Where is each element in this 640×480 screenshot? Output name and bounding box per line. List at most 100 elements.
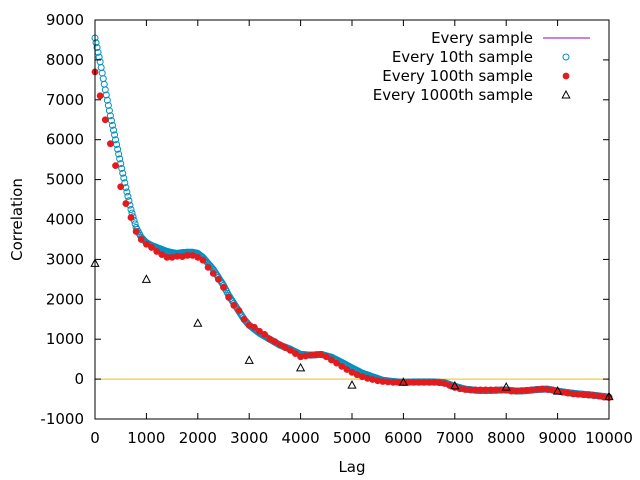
data-point: [250, 323, 258, 331]
data-point: [103, 96, 111, 104]
x-tick-label: 10000: [585, 429, 633, 447]
data-point: [322, 353, 330, 361]
legend-label: Every sample: [431, 29, 533, 47]
data-point: [118, 164, 126, 172]
data-point: [518, 387, 526, 395]
data-point: [184, 252, 191, 259]
data-point: [124, 192, 132, 200]
data-point: [286, 346, 294, 354]
data-point: [127, 206, 135, 214]
legend-marker: [562, 72, 570, 80]
data-point: [384, 378, 392, 386]
x-tick-label: 5000: [333, 429, 371, 447]
data-point: [122, 200, 130, 207]
data-point: [364, 374, 371, 382]
data-point: [101, 116, 109, 124]
x-tick-label: 2000: [179, 429, 217, 447]
data-point: [292, 350, 299, 357]
y-tick-label: 6000: [46, 131, 84, 149]
data-point: [456, 385, 464, 393]
data-point: [590, 392, 597, 399]
data-point: [420, 378, 428, 386]
data-point: [353, 371, 361, 379]
data-point: [123, 188, 131, 196]
y-tick-label: 0: [74, 370, 84, 388]
data-point: [528, 386, 536, 394]
data-point: [523, 386, 531, 394]
data-point: [338, 362, 346, 370]
data-point: [302, 352, 310, 360]
data-point: [93, 44, 101, 52]
data-point: [115, 150, 123, 158]
data-point: [347, 380, 357, 389]
data-point: [178, 253, 186, 261]
y-axis-title: Correlation: [8, 178, 26, 261]
y-tick-label: 2000: [46, 290, 84, 308]
data-point: [168, 254, 176, 261]
series-2: [91, 68, 613, 401]
data-point: [487, 386, 495, 394]
data-point: [266, 335, 274, 343]
data-point: [132, 228, 140, 235]
data-point: [574, 390, 582, 398]
x-tick-label: 6000: [384, 429, 422, 447]
data-point: [435, 379, 443, 387]
legend-label: Every 10th sample: [392, 48, 533, 66]
data-point: [276, 341, 284, 349]
data-point: [120, 174, 128, 182]
data-point: [379, 378, 387, 385]
data-point: [114, 145, 122, 153]
y-tick-label: -1000: [40, 410, 84, 428]
data-point: [415, 378, 423, 386]
data-point: [317, 350, 325, 358]
data-point: [189, 252, 197, 259]
data-point: [225, 293, 233, 301]
data-point: [538, 385, 546, 393]
data-point: [492, 386, 500, 394]
data-point: [193, 318, 203, 327]
data-point: [163, 254, 171, 261]
x-axis-title: Lag: [338, 458, 365, 476]
data-point: [96, 92, 104, 100]
data-point: [425, 378, 433, 386]
y-tick-label: 5000: [46, 171, 84, 189]
data-point: [569, 390, 577, 398]
data-point: [127, 214, 135, 221]
data-point: [230, 301, 238, 309]
data-point: [450, 380, 460, 390]
data-point: [297, 353, 304, 361]
data-point: [104, 101, 112, 109]
legend-label: Every 1000th sample: [373, 86, 533, 104]
x-tick-label: 8000: [487, 429, 525, 447]
data-point: [312, 351, 320, 359]
data-point: [108, 121, 116, 129]
data-point: [204, 263, 212, 271]
data-point: [328, 356, 335, 364]
data-point: [533, 386, 541, 393]
data-point: [194, 254, 202, 261]
data-point: [235, 307, 243, 314]
y-tick-label: 8000: [46, 51, 84, 69]
data-point: [105, 107, 113, 115]
data-point: [112, 136, 120, 144]
data-point: [199, 256, 207, 264]
data-point: [549, 386, 556, 394]
data-point: [112, 162, 119, 170]
data-point: [209, 269, 217, 277]
data-point: [564, 389, 572, 397]
data-point: [261, 331, 269, 338]
data-point: [477, 386, 484, 394]
data-point: [348, 368, 356, 376]
data-point: [116, 155, 124, 163]
y-tick-label: 9000: [46, 11, 84, 29]
data-point: [552, 386, 563, 395]
data-point: [244, 355, 254, 364]
x-tick-label: 1000: [127, 429, 165, 447]
data-point: [595, 392, 603, 400]
legend-marker: [561, 89, 571, 99]
y-tick-label: 4000: [46, 211, 84, 229]
